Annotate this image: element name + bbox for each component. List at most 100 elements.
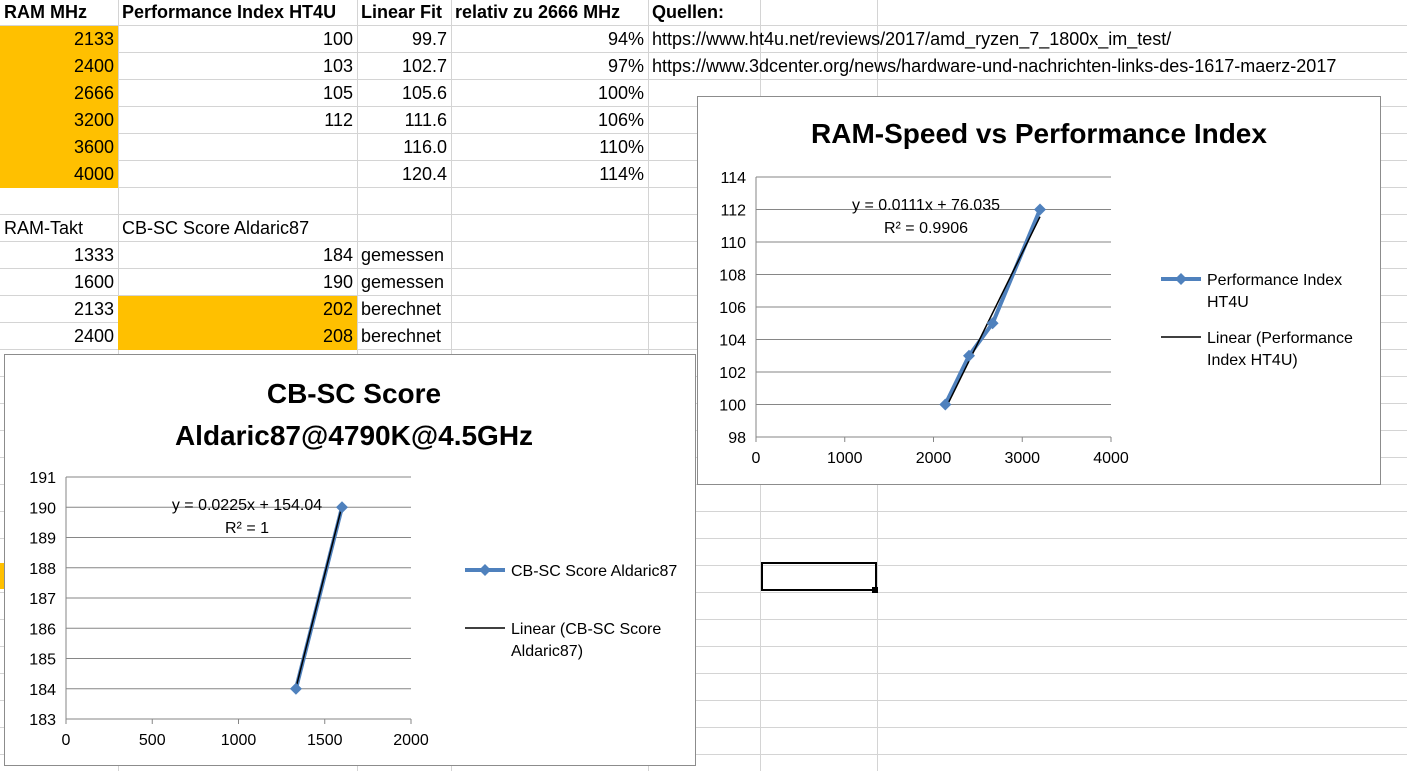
cb-sc-score-cell[interactable]: 208 <box>118 323 357 350</box>
x-tick-label: 1000 <box>221 732 257 749</box>
relative-percent-cell[interactable]: 94% <box>607 29 644 49</box>
ram-takt-cell[interactable]: 1333 <box>73 245 114 265</box>
ram-mhz-cell[interactable]: 2400 <box>0 53 118 80</box>
x-tick-label: 1500 <box>307 732 343 749</box>
data-point <box>963 349 975 362</box>
trendline-r-squared: R² = 1 <box>225 520 269 537</box>
linear-fit-cell[interactable]: 105.6 <box>401 83 447 103</box>
x-tick-label: 1000 <box>827 450 863 467</box>
status-cell[interactable]: berechnet <box>361 326 442 346</box>
header-cell[interactable]: RAM-Takt <box>4 218 84 238</box>
row-gridline <box>0 538 1407 539</box>
ram-takt-cell[interactable]: 1600 <box>73 272 114 292</box>
row-gridline <box>0 25 1407 26</box>
trendline-equation: y = 0.0111x + 76.035 <box>852 197 1000 214</box>
trendline <box>944 216 1041 410</box>
legend-series-label: HT4U <box>1207 294 1249 311</box>
y-tick-label: 183 <box>29 712 56 729</box>
y-tick-label: 191 <box>29 470 56 487</box>
row-gridline <box>0 565 1407 566</box>
legend-series-label: Performance Index <box>1207 272 1342 289</box>
x-tick-label: 2000 <box>916 450 952 467</box>
relative-percent-cell[interactable]: 106% <box>597 110 644 130</box>
y-tick-label: 185 <box>29 652 56 669</box>
linear-fit-cell[interactable]: 102.7 <box>401 56 447 76</box>
data-point <box>939 398 952 411</box>
ram-mhz-cell[interactable]: 2133 <box>0 26 118 53</box>
header-cell[interactable]: Linear Fit <box>361 2 443 22</box>
linear-fit-cell[interactable]: 116.0 <box>403 137 447 157</box>
performance-index-cell[interactable]: 112 <box>324 110 353 130</box>
ram-mhz-cell[interactable]: 2666 <box>0 80 118 107</box>
ram-mhz-cell[interactable]: 4000 <box>0 161 118 188</box>
status-cell[interactable]: gemessen <box>361 245 445 265</box>
y-tick-label: 186 <box>29 621 56 638</box>
cb-sc-score-cell[interactable]: 184 <box>322 245 353 265</box>
relative-percent-cell[interactable]: 100% <box>597 83 644 103</box>
status-cell[interactable]: gemessen <box>361 272 445 292</box>
y-tick-label: 184 <box>29 682 56 699</box>
performance-index-cell[interactable] <box>118 134 357 161</box>
header-cell[interactable]: Performance Index HT4U <box>122 2 337 22</box>
header-cell[interactable]: relativ zu 2666 MHz <box>455 2 621 22</box>
x-tick-label: 2000 <box>393 732 429 749</box>
legend-trend-label: Linear (Performance <box>1207 330 1353 347</box>
y-tick-label: 189 <box>29 531 56 548</box>
source-url-cell[interactable]: https://www.3dcenter.org/news/hardware-u… <box>652 56 1337 76</box>
trendline <box>295 505 343 688</box>
y-tick-label: 108 <box>719 268 746 285</box>
row-gridline <box>0 511 1407 512</box>
linear-fit-cell[interactable]: 111.6 <box>404 110 447 130</box>
data-point <box>336 501 348 514</box>
chart-title: Aldaric87@4790K@4.5GHz <box>175 420 533 451</box>
legend-series-marker <box>479 564 491 576</box>
source-url-cell[interactable]: https://www.ht4u.net/reviews/2017/amd_ry… <box>652 29 1172 49</box>
y-tick-label: 100 <box>719 398 746 415</box>
y-tick-label: 98 <box>728 430 746 447</box>
legend-series-label: CB-SC Score Aldaric87 <box>511 563 677 580</box>
ram-takt-cell[interactable]: 2133 <box>73 299 114 319</box>
highlight-strip <box>0 563 5 589</box>
linear-fit-cell[interactable]: 120.4 <box>401 164 447 184</box>
performance-index-cell[interactable]: 100 <box>322 29 353 49</box>
y-tick-label: 104 <box>719 333 746 350</box>
row-gridline <box>0 727 1407 728</box>
ram-mhz-cell[interactable]: 3600 <box>0 134 118 161</box>
fill-handle[interactable] <box>872 587 878 593</box>
relative-percent-cell[interactable]: 114% <box>599 164 644 184</box>
performance-index-cell[interactable]: 105 <box>322 83 353 103</box>
y-tick-label: 112 <box>720 203 746 220</box>
cb-sc-score-cell[interactable]: 202 <box>118 296 357 323</box>
relative-percent-cell[interactable]: 110% <box>599 137 644 157</box>
trendline-equation: y = 0.0225x + 154.04 <box>172 497 322 514</box>
x-tick-label: 4000 <box>1093 450 1129 467</box>
ram-mhz-cell[interactable]: 3200 <box>0 107 118 134</box>
row-gridline <box>0 52 1407 53</box>
relative-percent-cell[interactable]: 97% <box>607 56 644 76</box>
header-cell[interactable]: Quellen: <box>652 2 725 22</box>
y-tick-label: 114 <box>720 170 746 187</box>
performance-index-cell[interactable] <box>118 161 357 188</box>
x-tick-label: 0 <box>62 732 71 749</box>
header-cell[interactable]: RAM MHz <box>4 2 87 22</box>
selected-cell[interactable] <box>761 562 877 591</box>
status-cell[interactable]: berechnet <box>361 299 442 319</box>
chart-cb-sc-score[interactable]: CB-SC Score Aldaric87@4790K@4.5GHz 183 184 1… <box>4 354 696 766</box>
y-tick-label: 110 <box>720 235 746 252</box>
y-tick-label: 106 <box>719 300 746 317</box>
linear-fit-cell[interactable]: 99.7 <box>411 29 447 49</box>
performance-index-cell[interactable]: 103 <box>322 56 353 76</box>
chart-ram-speed-vs-performance[interactable]: RAM-Speed vs Performance Index 98 100 102 10… <box>697 96 1381 485</box>
header-cell[interactable]: CB-SC Score Aldaric87 <box>122 218 310 238</box>
row-gridline <box>0 754 1407 755</box>
row-gridline <box>0 592 1407 593</box>
row-gridline <box>0 673 1407 674</box>
y-tick-label: 190 <box>29 500 56 517</box>
cb-sc-score-cell[interactable]: 190 <box>322 272 353 292</box>
x-tick-label: 3000 <box>1004 450 1040 467</box>
chart-title: CB-SC Score <box>267 378 441 409</box>
trendline-r-squared: R² = 0.9906 <box>884 220 968 237</box>
row-gridline <box>0 646 1407 647</box>
ram-takt-cell[interactable]: 2400 <box>73 326 114 346</box>
y-tick-label: 102 <box>719 365 746 382</box>
